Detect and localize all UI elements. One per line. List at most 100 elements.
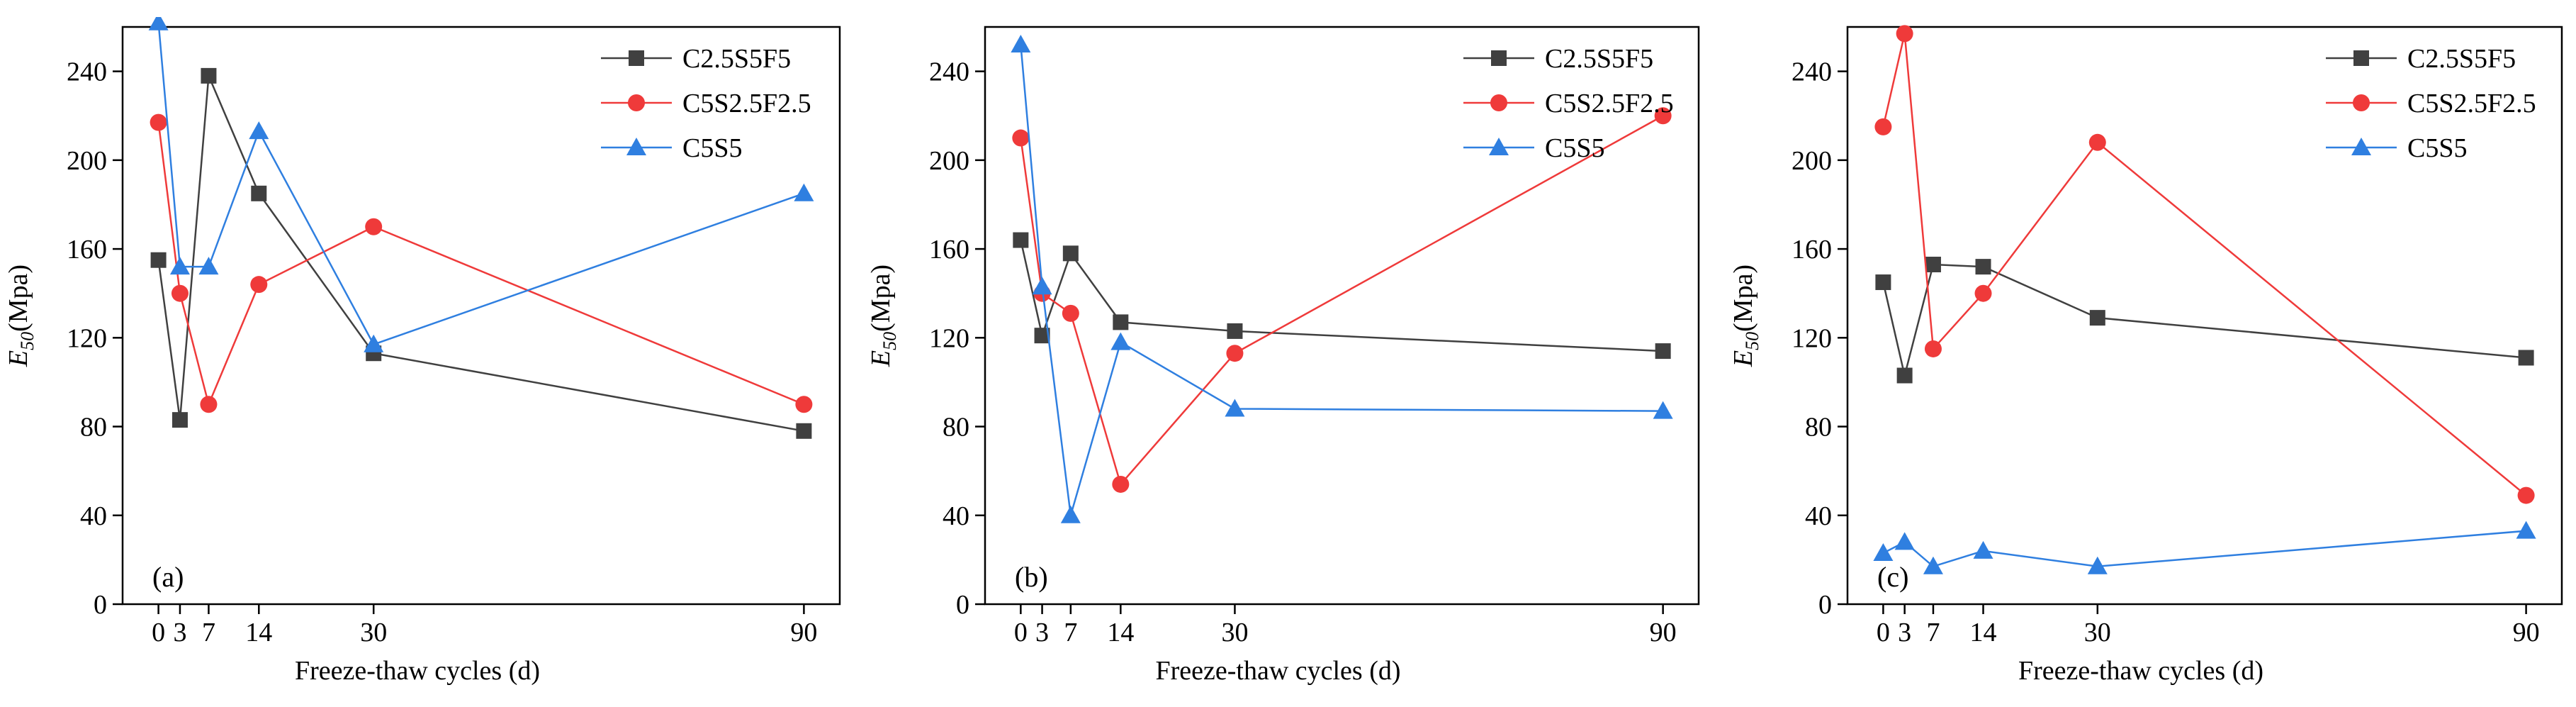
x-axis-title: Freeze-thaw cycles (d) — [295, 656, 540, 686]
data-point — [1062, 245, 1079, 262]
x-tick-label: 30 — [2084, 618, 2111, 647]
data-point — [150, 113, 167, 131]
series-C5S5 — [1011, 35, 1673, 523]
legend-label: C2.5S5F5 — [1545, 44, 1653, 74]
x-axis-title: Freeze-thaw cycles (d) — [1155, 656, 1400, 686]
y-axis-title-subscript: 50 — [17, 332, 38, 350]
legend: C2.5S5F5 C5S2.5F2.5 C5S5 — [1463, 44, 1674, 163]
data-point — [171, 412, 188, 428]
legend-marker — [2353, 50, 2369, 66]
x-tick-label: 14 — [1970, 618, 1997, 647]
data-point — [1874, 118, 1892, 135]
x-tick-label: 14 — [1107, 618, 1134, 647]
series-C5S2.5F2.5 — [1012, 107, 1672, 493]
data-point — [796, 423, 812, 439]
data-point — [365, 218, 383, 235]
series-line — [1882, 263, 2526, 376]
legend-marker — [1490, 94, 1507, 111]
series-line — [1020, 115, 1664, 486]
data-point — [1012, 129, 1030, 147]
legend-label: C2.5S5F5 — [2407, 44, 2516, 74]
data-point — [1225, 399, 1245, 417]
data-point — [251, 185, 267, 201]
legend: C2.5S5F5 C5S2.5F2.5 C5S5 — [2326, 44, 2536, 163]
y-axis-title-unit: (Mpa) — [1728, 265, 1758, 332]
data-point — [1973, 540, 1993, 559]
series-line — [1882, 33, 2527, 496]
legend-marker — [629, 50, 644, 66]
data-point — [198, 257, 219, 275]
plot-frame — [1846, 26, 2563, 606]
data-point — [1896, 25, 1913, 43]
data-point — [1034, 328, 1050, 344]
x-tick-label: 30 — [360, 618, 387, 647]
series-line — [157, 122, 804, 408]
y-tick-label: 160 — [1792, 235, 1832, 265]
data-point — [201, 67, 217, 84]
legend-marker — [1491, 50, 1507, 66]
data-point — [1923, 556, 1943, 574]
series-C2.5S5F5 — [1875, 256, 2534, 384]
data-point — [1975, 259, 1991, 275]
y-axis-title-symbol: E — [866, 350, 896, 367]
data-point — [1873, 542, 1894, 561]
data-point — [794, 183, 814, 201]
legend-marker — [1489, 138, 1509, 155]
data-point — [169, 257, 190, 275]
data-point — [1875, 274, 1891, 291]
series-C5S2.5F2.5 — [1874, 25, 2535, 504]
x-tick-label: 90 — [790, 618, 817, 647]
y-tick-label: 0 — [956, 590, 969, 620]
data-point — [1894, 532, 1915, 550]
data-point — [364, 334, 384, 352]
y-tick-label: 160 — [929, 235, 969, 265]
data-point — [200, 396, 218, 413]
y-tick-label: 160 — [67, 235, 107, 265]
y-tick-label: 200 — [67, 146, 107, 176]
y-tick-label: 80 — [80, 413, 107, 442]
series-C2.5S5F5 — [1013, 232, 1671, 360]
data-point — [1654, 107, 1672, 125]
data-point — [2087, 556, 2108, 574]
y-axis-title-symbol: E — [4, 350, 33, 367]
y-tick-label: 0 — [1818, 590, 1832, 620]
y-axis-title-unit: (Mpa) — [866, 265, 896, 332]
legend-label: C2.5S5F5 — [682, 44, 791, 74]
y-tick-label: 240 — [929, 57, 969, 87]
legend-label: C5S5 — [1545, 133, 1604, 163]
x-tick-label: 30 — [1221, 618, 1248, 647]
plot-frame — [121, 26, 841, 606]
legend-marker — [626, 138, 646, 155]
y-tick-label: 80 — [943, 413, 969, 442]
data-point — [2088, 133, 2106, 151]
x-tick-label: 3 — [1035, 618, 1049, 647]
x-tick-label: 0 — [1877, 618, 1890, 647]
data-point — [2089, 310, 2105, 326]
legend-marker — [628, 94, 645, 111]
legend-label: C5S5 — [2407, 133, 2467, 163]
data-point — [1227, 323, 1243, 339]
series-C5S2.5F2.5 — [150, 113, 813, 413]
panel-label: (c) — [1877, 561, 1908, 593]
y-tick-label: 80 — [1805, 413, 1832, 442]
series-line — [1020, 240, 1663, 352]
y-axis-title-subscript: 50 — [1742, 332, 1762, 350]
series-C5S5 — [148, 17, 814, 352]
series-C2.5S5F5 — [150, 67, 812, 439]
legend-label: C5S2.5F2.5 — [2407, 89, 2536, 118]
legend-label: C5S5 — [682, 133, 742, 163]
legend-label: C5S2.5F2.5 — [1545, 89, 1674, 118]
data-point — [1653, 401, 1673, 419]
y-axis-title-symbol: E — [1728, 350, 1758, 367]
y-tick-label: 240 — [67, 57, 107, 87]
data-point — [795, 396, 813, 413]
x-tick-label: 3 — [173, 618, 186, 647]
data-point — [1925, 256, 1941, 272]
data-point — [250, 276, 268, 294]
data-point — [2516, 520, 2536, 539]
y-tick-label: 200 — [929, 146, 969, 176]
x-tick-label: 90 — [2513, 618, 2540, 647]
